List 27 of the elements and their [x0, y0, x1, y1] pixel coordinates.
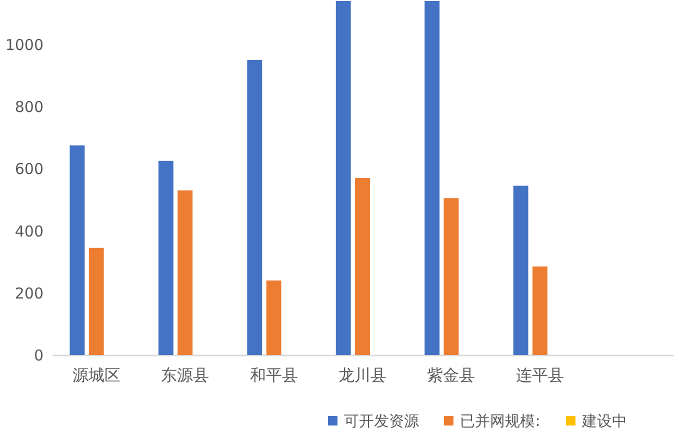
- bar: [513, 186, 528, 355]
- y-tick-label: 600: [14, 160, 44, 178]
- bar: [336, 1, 351, 355]
- x-tick-label: 东源县: [161, 366, 210, 384]
- x-tick-label: 龙川县: [338, 366, 386, 384]
- bar: [355, 178, 370, 355]
- bar: [88, 248, 104, 355]
- bar: [247, 60, 262, 355]
- y-tick-label: 0: [34, 346, 44, 364]
- bar: [532, 266, 548, 355]
- legend-label: 建设中: [581, 412, 628, 430]
- bar: [158, 160, 174, 355]
- bar: [266, 280, 282, 355]
- bar: [178, 190, 193, 355]
- x-tick-label: 源城区: [72, 366, 120, 384]
- bar: [444, 198, 459, 355]
- legend-label: 已并网规模:: [460, 412, 540, 430]
- x-tick-label: 和平县: [250, 366, 298, 384]
- bar: [70, 145, 85, 355]
- x-tick-label: 连平县: [516, 366, 564, 384]
- bar: [424, 1, 440, 355]
- y-tick-label: 800: [14, 98, 44, 116]
- y-tick-label: 400: [14, 222, 44, 240]
- legend-label: 可开发资源: [344, 412, 420, 430]
- y-tick-label: 200: [14, 284, 44, 302]
- y-tick-label: 1000: [5, 36, 44, 54]
- x-tick-label: 紫金县: [427, 366, 476, 384]
